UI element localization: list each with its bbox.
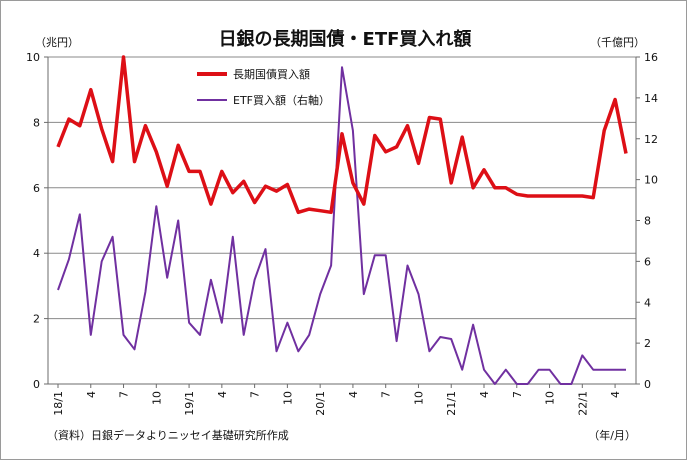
left-y-tick-label: 8	[33, 116, 40, 129]
legend-label-jgb: 長期国債買入額	[233, 67, 310, 81]
legend: 長期国債買入額 ETF買入額（右軸）	[197, 67, 330, 107]
left-y-tick-label: 0	[33, 378, 40, 391]
right-axis-unit: （千億円）	[590, 36, 645, 49]
right-y-tick-label: 0	[644, 378, 651, 391]
x-tick-label: 19/1	[183, 391, 196, 416]
series-line-jgb	[56, 55, 628, 215]
x-tick-label: 4	[609, 391, 622, 398]
x-tick-label: 18/1	[52, 391, 65, 416]
x-tick-label: 10	[412, 391, 425, 405]
left-y-axis: 0 2 4 6 8 10	[26, 51, 48, 391]
x-tick-label: 21/1	[445, 391, 458, 416]
x-tick-label: 7	[511, 391, 524, 398]
x-tick-label: 7	[249, 391, 262, 398]
left-y-tick-label: 4	[33, 247, 40, 260]
x-axis: 18/1 4 7 10 19/1 4 7 10 20/1 4 7 10 21/1 4 7 10 22/1 4	[52, 384, 622, 416]
x-tick-label: 20/1	[314, 391, 327, 416]
source-note: （資料）日銀データよりニッセイ基礎研究所作成	[47, 428, 289, 442]
right-y-tick-label: 12	[644, 133, 658, 146]
right-y-tick-label: 6	[644, 255, 651, 268]
right-y-tick-label: 16	[644, 51, 658, 64]
left-y-tick-label: 10	[26, 51, 40, 64]
x-tick-label: 7	[118, 391, 131, 398]
grid-layer	[48, 56, 636, 320]
right-y-axis: 0 2 4 6 8 10 12 14 16	[636, 51, 658, 391]
legend-label-etf: ETF買入額（右軸）	[233, 93, 330, 107]
x-tick-label: 22/1	[576, 391, 589, 416]
right-y-tick-label: 4	[644, 296, 651, 309]
x-tick-label: 4	[478, 391, 491, 398]
x-tick-label: 10	[150, 391, 163, 405]
series-layer	[56, 55, 628, 385]
chart-title: 日銀の長期国債・ETF買入れ額	[219, 28, 472, 50]
right-y-tick-label: 2	[644, 337, 651, 350]
right-y-tick-label: 8	[644, 215, 651, 228]
x-axis-unit: （年/月）	[588, 428, 636, 442]
left-y-tick-label: 6	[33, 182, 40, 195]
left-axis-unit: （兆円）	[35, 36, 79, 49]
right-y-tick-label: 14	[644, 92, 658, 105]
x-tick-label: 4	[85, 391, 98, 398]
axis-layer	[47, 57, 637, 385]
x-tick-label: 10	[544, 391, 557, 405]
x-tick-label: 4	[347, 391, 360, 398]
x-tick-label: 10	[281, 391, 294, 405]
right-y-tick-label: 10	[644, 174, 658, 187]
x-tick-label: 7	[380, 391, 393, 398]
left-y-tick-label: 2	[33, 313, 40, 326]
x-tick-label: 4	[216, 391, 229, 398]
series-line-etf	[57, 66, 626, 385]
